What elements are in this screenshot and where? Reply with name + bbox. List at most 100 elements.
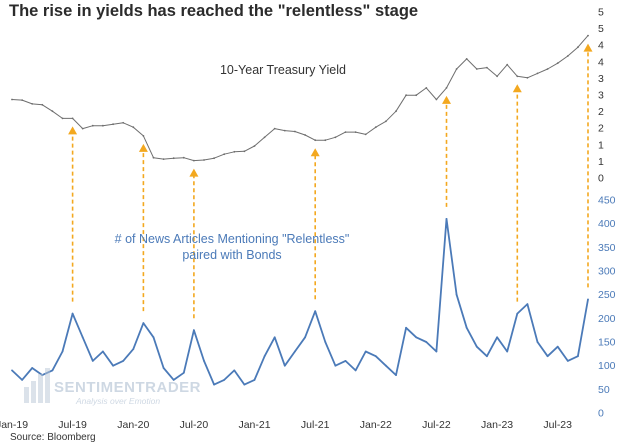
articles-line-point [233, 369, 236, 372]
articles-line-point [425, 341, 428, 343]
articles-line-point [81, 336, 84, 339]
yield-line-point [182, 156, 185, 159]
articles-axis-tick-label: 250 [598, 289, 616, 301]
yield-line-point [213, 157, 216, 160]
articles-axis-tick-label: 100 [598, 360, 616, 372]
articles-line-point [445, 218, 448, 220]
watermark-tagline: Analysis over Emotion [75, 396, 160, 406]
articles-line-point [577, 355, 579, 358]
yield-line-point [516, 75, 519, 78]
articles-axis-tick-label: 150 [598, 337, 616, 349]
arrow-head [68, 126, 78, 135]
yield-line-point [445, 87, 448, 89]
yield-line-point [283, 129, 286, 132]
yield-series-label: 10-Year Treasury Yield [220, 63, 346, 77]
articles-line-point [31, 367, 34, 369]
articles-line-point [587, 298, 589, 301]
articles-panel [11, 217, 589, 386]
articles-line-point [354, 369, 357, 372]
x-tick-label: Jan-21 [238, 419, 270, 431]
yield-line-point [536, 72, 539, 75]
yield-axis-tick-label: 3 [598, 90, 604, 102]
yield-line-point [142, 135, 145, 137]
articles-line-point [162, 367, 165, 369]
articles-line-point [465, 326, 468, 329]
articles-line-point [395, 374, 397, 376]
yield-line-point [294, 130, 296, 133]
x-tick-label: Jul-20 [180, 419, 209, 431]
arrow-head [189, 168, 199, 177]
yield-axis-tick-label: 4 [598, 40, 604, 52]
yield-line-point [546, 68, 549, 70]
articles-line-point [213, 383, 216, 386]
articles-line-point [405, 326, 407, 329]
articles-line-point [324, 341, 327, 343]
yield-line-point [122, 121, 125, 124]
yield-line-point [21, 99, 23, 101]
yield-line-point [172, 157, 175, 160]
articles-line-point [243, 383, 246, 386]
arrow-head [583, 43, 593, 52]
yield-line [11, 35, 589, 162]
yield-line-point [112, 123, 114, 126]
articles-line-point [102, 350, 104, 353]
articles-line-point [71, 312, 74, 315]
articles-axis-tick-label: 200 [598, 313, 616, 325]
articles-axis-tick-label: 50 [598, 384, 610, 396]
articles-axis-tick-label: 350 [598, 242, 616, 254]
articles-line-point [142, 322, 145, 324]
yield-line-point [324, 139, 327, 142]
yield-axis-tick-label: 4 [598, 56, 604, 68]
articles-line-point [374, 355, 377, 358]
articles-line-point [273, 336, 276, 339]
arrow-head [442, 95, 451, 104]
articles-line-point [566, 360, 569, 362]
articles-line-point [172, 379, 175, 381]
articles-series-label-line-2: paired with Bonds [182, 248, 281, 262]
yield-line-point [415, 94, 418, 97]
articles-line-point [294, 350, 296, 353]
articles-line-point [304, 336, 306, 339]
articles-line-point [21, 379, 23, 381]
yield-line-point [435, 98, 438, 101]
articles-line-point [182, 371, 185, 374]
yield-line-point [587, 34, 589, 37]
articles-line-point [51, 369, 54, 372]
yield-line-point [526, 76, 529, 79]
x-tick-label: Jul-19 [58, 419, 87, 431]
arrow-head [512, 84, 522, 93]
articles-line-point [385, 364, 387, 367]
articles-line-point [223, 379, 226, 381]
yield-line-point [425, 87, 428, 89]
yield-line-point [455, 68, 458, 70]
articles-line-point [526, 303, 529, 305]
yield-line-point [193, 159, 195, 162]
yield-line-point [566, 55, 569, 57]
yield-axis-tick-label: 2 [598, 123, 604, 135]
articles-line-point [112, 364, 114, 367]
articles-line-point [536, 341, 539, 343]
articles-line-point [415, 336, 418, 339]
articles-line-point [203, 360, 205, 362]
x-tick-label: Jan-22 [360, 419, 392, 431]
articles-axis-tick-label: 300 [598, 266, 616, 278]
yield-axis-tick-label: 0 [598, 173, 604, 185]
x-tick-label: Jan-23 [481, 419, 513, 431]
articles-line-point [344, 360, 347, 362]
articles-axis-ticks: 450 400 350 300 250 200 150 100 50 0 [598, 195, 616, 420]
watermark-logo-icon [24, 368, 50, 403]
yield-line-point [344, 131, 347, 134]
yield-line-point [354, 131, 357, 134]
articles-line-point [546, 355, 549, 358]
yield-axis-tick-label: 1 [598, 156, 604, 168]
articles-line-point [496, 336, 498, 339]
source-note: Source: Bloomberg [10, 432, 96, 443]
arrow-head [138, 143, 148, 152]
yield-line-point [304, 134, 306, 136]
yield-panel [11, 34, 589, 162]
yield-line-point [506, 63, 509, 66]
articles-line-point [61, 350, 64, 353]
yield-line-point [11, 98, 13, 101]
yield-line-point [374, 126, 377, 129]
